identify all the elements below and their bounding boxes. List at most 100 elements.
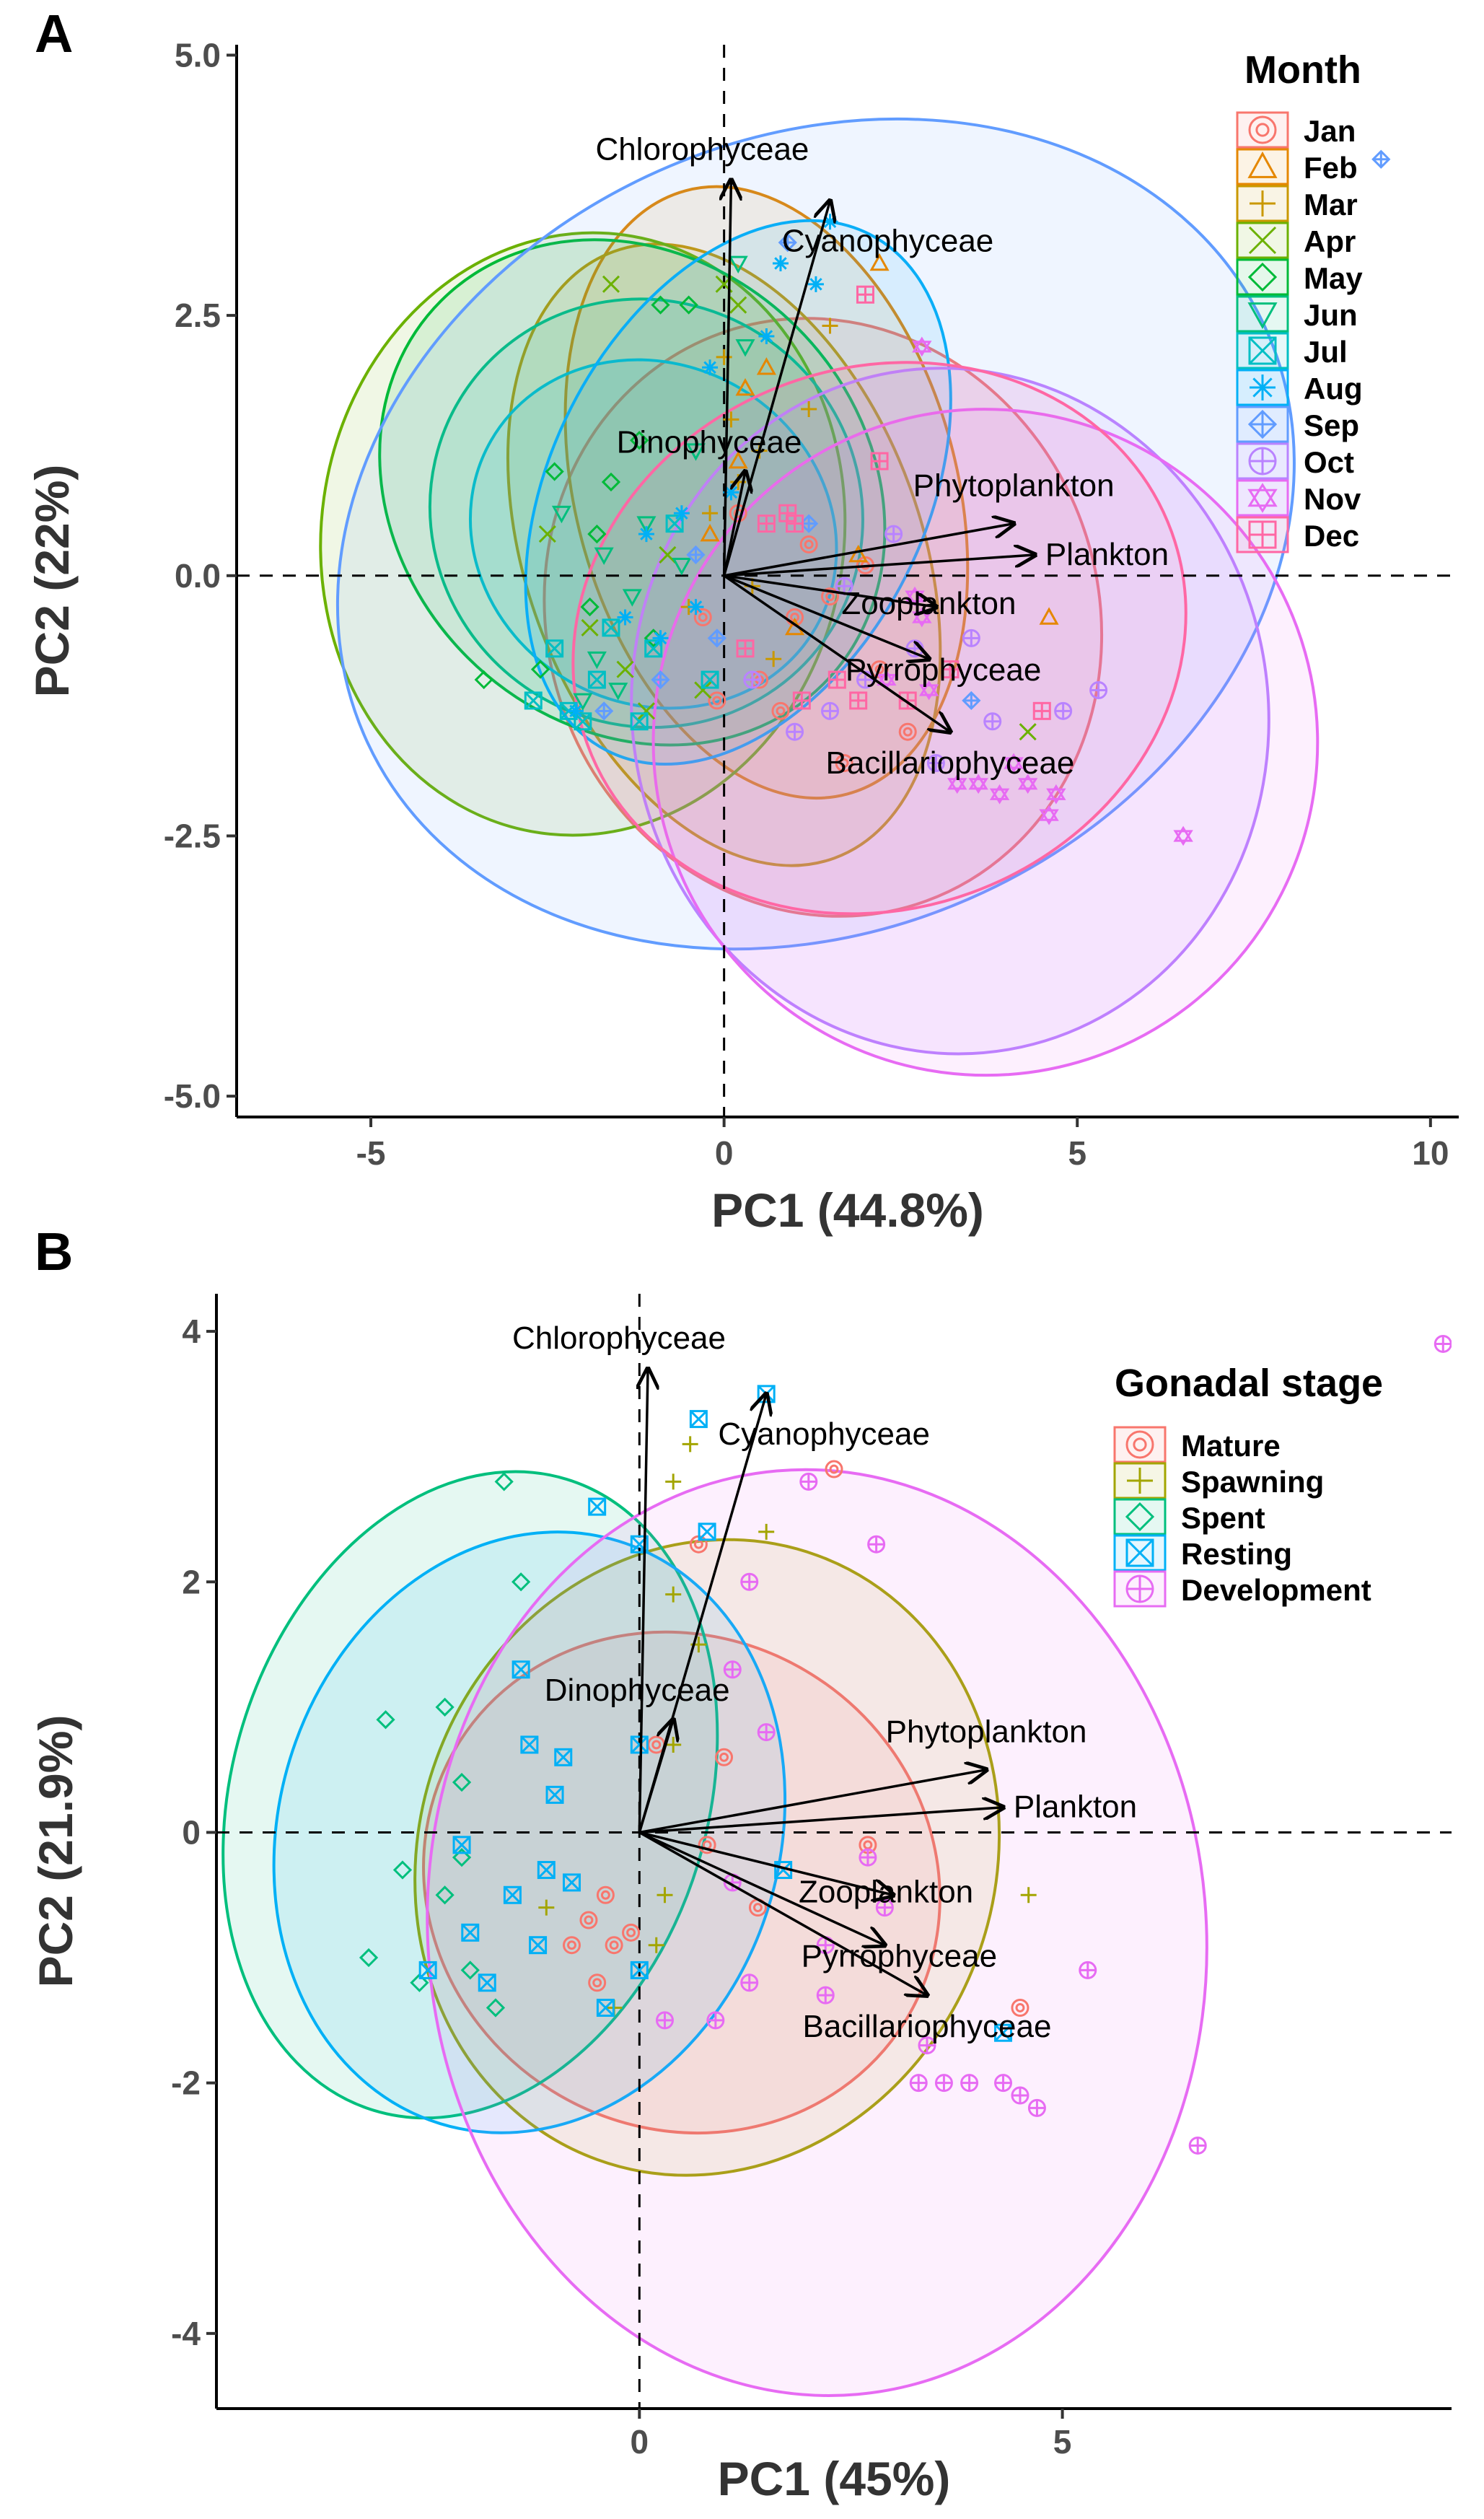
data-point-spent [486, 1998, 506, 2018]
legend-symbol-spent [1125, 1502, 1155, 1532]
data-point-aug [702, 359, 719, 376]
data-point-dec [856, 285, 874, 304]
loading-label-pyrrophyceae: Pyrrophyceae [846, 652, 1041, 688]
data-point-jun [551, 505, 571, 524]
data-point-may [651, 295, 670, 315]
legend-label: Mature [1181, 1429, 1281, 1463]
data-point-aug [772, 255, 789, 271]
data-point-resting [562, 1873, 581, 1892]
legend-label: Spent [1181, 1501, 1265, 1535]
data-point-jun [636, 516, 657, 534]
data-point-apr [729, 296, 747, 314]
legend-symbol-jul [1248, 336, 1277, 365]
data-point-dec [870, 452, 889, 470]
legend-item-nov: Nov [1236, 479, 1361, 517]
loading-arrow-cyanophyceae [722, 201, 830, 577]
legend-item-may: May [1236, 258, 1363, 296]
data-point-development [757, 1723, 776, 1742]
data-point-resting [537, 1861, 556, 1880]
data-point-resting [689, 1410, 708, 1429]
data-point-apr [637, 702, 655, 720]
y-tick-label: 5.0 [175, 36, 221, 74]
data-point-jan [799, 535, 818, 554]
data-point-mature [622, 1923, 641, 1942]
x-tick-label: 0 [631, 2423, 649, 2461]
legend-item-oct: Oct [1236, 442, 1354, 480]
x-tick-label: -5 [356, 1134, 386, 1172]
legend-symbol-sep [1247, 409, 1278, 439]
legend-label: Spawning [1181, 1465, 1324, 1499]
y-axis-title: PC2 (22%) [25, 465, 79, 698]
legend-key [1113, 1426, 1167, 1463]
plot-background [216, 1294, 1452, 2409]
data-point-resting [461, 1923, 480, 1942]
plot-area [237, 45, 1459, 1117]
y-tick-label: 2 [182, 1563, 201, 1600]
data-point-feb [848, 544, 869, 563]
loading-label-cyanophyceae: Cyanophyceae [782, 223, 994, 258]
data-point-jun [573, 693, 593, 711]
data-point-sep [962, 691, 981, 711]
data-point-spent [410, 1973, 429, 1992]
legend-symbol-apr [1248, 226, 1277, 255]
legend-item-resting: Resting [1113, 1534, 1292, 1572]
data-point-jan [708, 691, 726, 710]
data-point-sep [651, 670, 670, 690]
loading-label-phytoplankton: Phytoplankton [913, 468, 1115, 504]
loading-label-chlorophyceae: Chlorophyceae [512, 1320, 726, 1356]
panel-letter-a: A [35, 4, 73, 63]
data-point-sep [778, 232, 797, 253]
confidence-ellipse-mature [422, 1630, 941, 2135]
data-point-spent [460, 1961, 480, 1980]
data-point-nov [877, 670, 897, 690]
data-point-dec [849, 691, 868, 710]
legend-item-aug: Aug [1236, 369, 1363, 406]
data-point-dec [792, 691, 811, 710]
data-point-dec [757, 514, 776, 533]
loading-arrow-phytoplankton [638, 1770, 986, 1834]
plot-area [216, 1294, 1452, 2409]
data-point-may [530, 660, 550, 679]
data-point-spawning [648, 1937, 664, 1953]
legend-symbol-jan [1248, 115, 1277, 144]
legend-symbol-development [1125, 1574, 1154, 1603]
data-point-development [859, 1848, 877, 1867]
data-point-development [867, 1535, 886, 1554]
legend-item-spawning: Spawning [1113, 1462, 1324, 1499]
data-point-apr [694, 681, 712, 699]
data-point-nov [968, 774, 988, 794]
y-tick-label: 4 [182, 1313, 201, 1350]
legend-item-dec: Dec [1236, 516, 1359, 553]
data-point-mature [825, 1460, 843, 1478]
data-point-oct [743, 670, 762, 689]
legend-item-apr: Apr [1236, 222, 1356, 259]
data-point-may [601, 472, 621, 492]
loading-arrow-dinophyceae [638, 1720, 673, 1833]
legend-title: Month [1244, 48, 1361, 92]
data-point-resting [994, 2023, 1013, 2042]
data-point-development [706, 2011, 725, 2030]
data-point-mature [715, 1748, 734, 1766]
legend-symbol-oct [1248, 447, 1277, 476]
legend-symbol-resting [1125, 1538, 1154, 1567]
legend-symbol-mature [1125, 1430, 1154, 1459]
data-point-aug [638, 526, 654, 543]
legend-symbol-dec [1248, 520, 1277, 549]
data-point-jun [608, 683, 628, 701]
legend-label: Apr [1304, 224, 1356, 258]
data-point-oct [1089, 680, 1108, 699]
y-tick-label: -2 [171, 2064, 201, 2102]
data-point-aug [673, 505, 690, 522]
loading-label-chlorophyceae: Chlorophyceae [595, 132, 809, 167]
data-point-nov [947, 774, 967, 794]
loading-label-pyrrophyceae: Pyrrophyceae [802, 1939, 997, 1974]
data-point-feb [735, 378, 755, 396]
loading-label-cyanophyceae: Cyanophyceae [718, 1416, 930, 1452]
legend-label: Aug [1304, 372, 1363, 406]
confidence-ellipse-may [378, 238, 887, 747]
data-point-development [740, 1973, 759, 1992]
legend-title: Gonadal stage [1115, 1362, 1383, 1405]
legend-label: Dec [1304, 519, 1359, 553]
legend-label: Jul [1304, 335, 1348, 369]
data-point-nov [918, 680, 939, 701]
